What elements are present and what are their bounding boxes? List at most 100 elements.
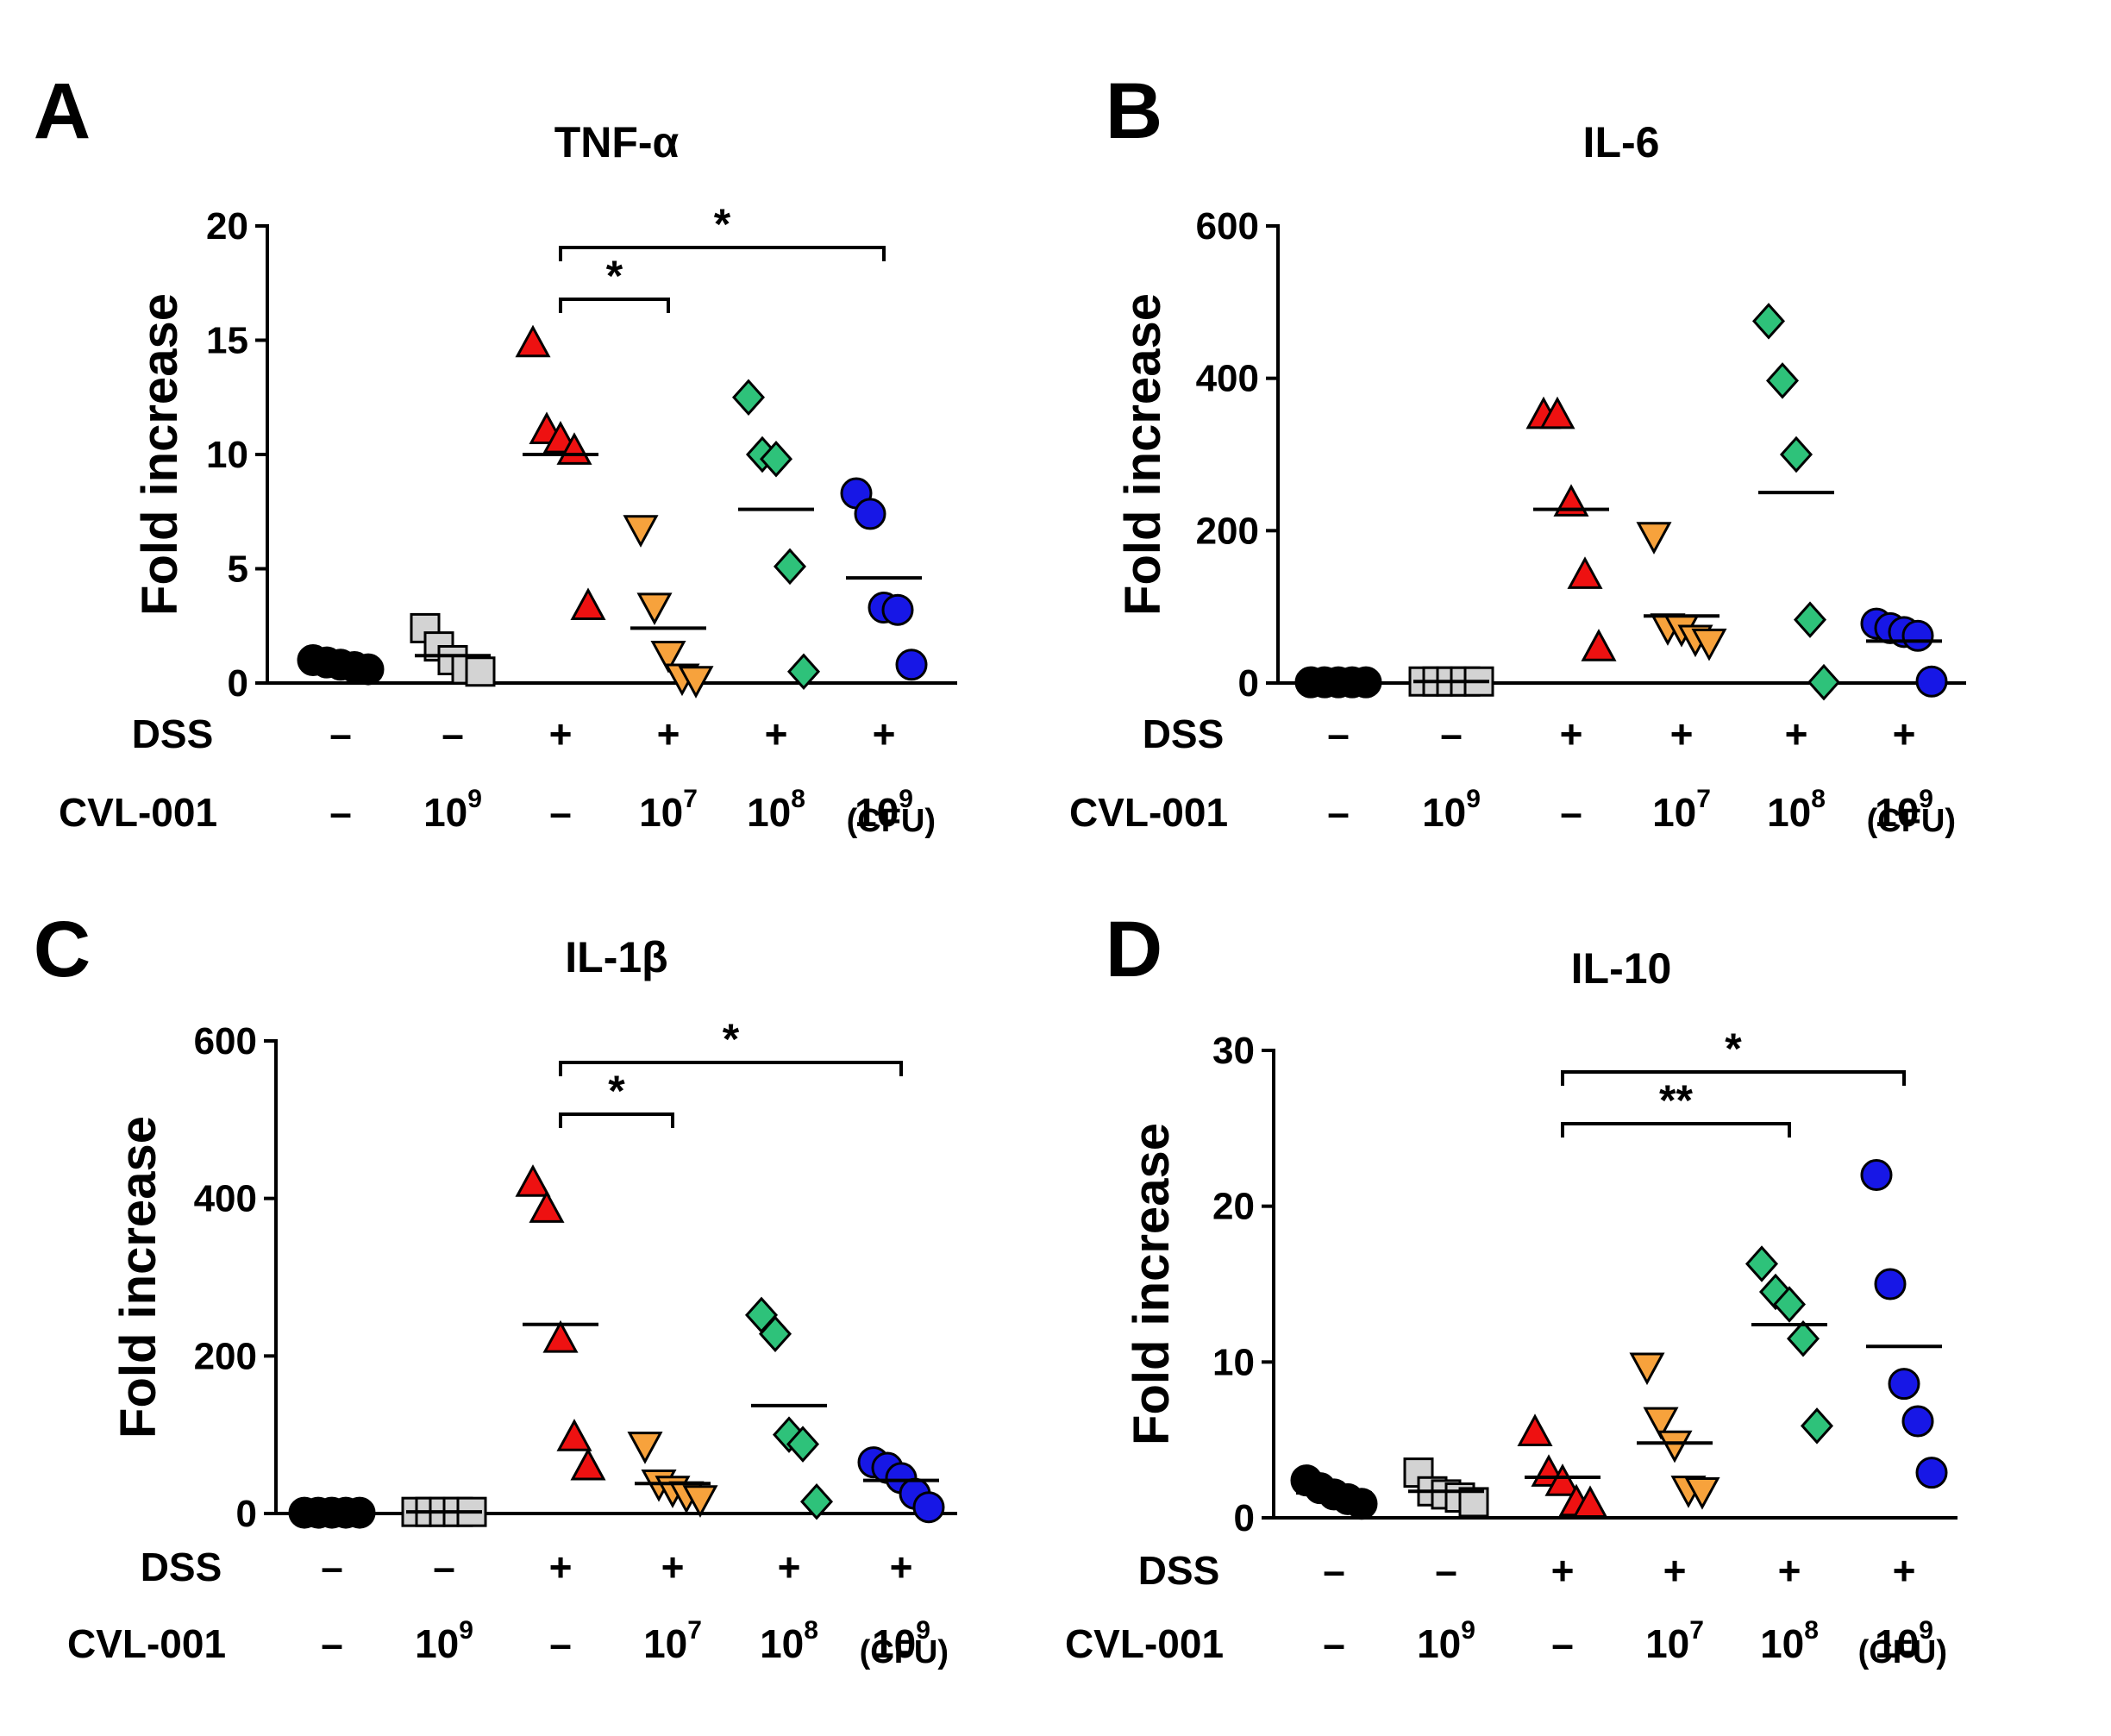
dss-row-label: DSS [141, 1545, 222, 1589]
cvl-group-label: 109 [872, 1616, 930, 1666]
y-tick-label: 0 [1238, 662, 1259, 705]
data-point [515, 324, 551, 358]
panel-letter: A [34, 67, 91, 155]
data-point [627, 1432, 663, 1464]
dss-group-label: + [765, 711, 788, 756]
y-tick-label: 0 [228, 662, 248, 705]
data-point [1915, 665, 1948, 698]
y-tick-label: 200 [194, 1335, 257, 1377]
cvl-group-label: 109 [1875, 1616, 1933, 1666]
significance-label: * [723, 1015, 740, 1063]
data-point [1581, 629, 1617, 661]
significance-bracket [559, 246, 886, 261]
y-tick-label: 15 [206, 320, 248, 362]
dss-group-label: + [1551, 1548, 1575, 1593]
cfu-unit-label: (CFU) [860, 1634, 949, 1670]
cvl-row-label: CVL-001 [59, 790, 217, 835]
dss-group-label: – [329, 711, 352, 756]
dss-group-label: + [1560, 711, 1583, 756]
data-point [682, 1485, 718, 1518]
y-tick-label: 0 [1234, 1497, 1255, 1539]
data-point [556, 1419, 592, 1451]
data-point [1517, 1413, 1553, 1446]
data-point [1874, 1268, 1907, 1300]
chart-title: IL-1β [565, 933, 667, 981]
dss-group-label: – [1323, 1548, 1345, 1593]
y-tick-label: 200 [1196, 510, 1259, 552]
y-tick-label: 0 [236, 1493, 257, 1535]
cvl-row-label: CVL-001 [1069, 790, 1228, 835]
chart-panel-c: C IL-1β 0 200 400 600 Fold increase * * DSS – – + + + +… [34, 906, 957, 1670]
cvl-group-label: 107 [643, 1616, 702, 1666]
dss-group-label: – [1440, 711, 1463, 756]
data-point [1636, 522, 1672, 555]
dss-group-label: – [1327, 711, 1350, 756]
data-point [542, 1319, 579, 1353]
significance-bracket [559, 298, 670, 313]
dss-group-label: + [873, 711, 896, 756]
chart-panel-b: B IL-6 0 200 400 600 Fold increase DSS – – + + + + CVL… [1069, 67, 1966, 839]
y-tick-label: 5 [228, 548, 248, 591]
data-point [465, 656, 496, 687]
y-axis-label: Fold increase [110, 1116, 166, 1438]
data-point [1751, 303, 1786, 340]
y-axis-label: Fold increase [132, 293, 188, 616]
data-point [529, 1190, 565, 1223]
significance-label: * [608, 1067, 625, 1115]
cvl-group-label: – [321, 1621, 343, 1666]
dss-row-label: DSS [1138, 1548, 1220, 1593]
data-point [1629, 1352, 1665, 1386]
panel-letter: C [34, 906, 91, 993]
data-point [515, 1164, 551, 1197]
y-tick-label: 10 [1212, 1341, 1255, 1383]
dss-group-label: – [321, 1545, 343, 1589]
cfu-unit-label: (CFU) [1858, 1634, 1947, 1670]
data-point [678, 666, 714, 699]
data-point [731, 379, 766, 416]
data-point [1800, 1407, 1834, 1445]
data-point [1915, 1457, 1948, 1489]
significance-bracket [559, 1112, 674, 1128]
y-tick-label: 20 [206, 205, 248, 248]
cvl-group-label: 108 [1760, 1616, 1819, 1666]
cvl-group-label: – [1327, 790, 1350, 835]
cfu-unit-label: (CFU) [1867, 803, 1956, 839]
significance-label: * [606, 252, 623, 300]
dss-group-label: + [1785, 711, 1808, 756]
data-point [352, 653, 385, 686]
panel-letter: D [1106, 906, 1162, 993]
cvl-group-label: – [549, 1621, 572, 1666]
chart-panel-a: A TNF-α 0 5 10 15 20 Fold increase * * DSS – – + + + + CV… [34, 67, 957, 839]
dss-group-label: + [549, 711, 573, 756]
data-point [854, 498, 886, 530]
cvl-group-label: 108 [1767, 785, 1826, 835]
data-point [1786, 1319, 1820, 1357]
panel-letter: B [1106, 67, 1162, 155]
cvl-group-label: – [1560, 790, 1582, 835]
significance-label: * [1725, 1025, 1742, 1073]
dss-group-label: + [1663, 1548, 1687, 1593]
cvl-group-label: 107 [639, 785, 698, 835]
data-point [1544, 1463, 1581, 1496]
significance-label: * [714, 200, 731, 248]
cvl-group-label: – [1551, 1621, 1574, 1666]
data-point [623, 515, 659, 548]
cvl-group-label: – [329, 790, 352, 835]
dss-row-label: DSS [1143, 711, 1225, 756]
data-point [786, 1426, 820, 1463]
data-point [1345, 1488, 1378, 1520]
y-axis-label: Fold increase [1124, 1123, 1180, 1445]
cvl-group-label: 107 [1652, 785, 1711, 835]
cvl-group-label: 107 [1645, 1616, 1704, 1666]
data-point [799, 1483, 834, 1520]
cvl-group-label: 109 [415, 1616, 473, 1666]
dss-row-label: DSS [132, 711, 214, 756]
data-point [1745, 1245, 1779, 1282]
data-point [895, 649, 928, 681]
dss-group-label: + [778, 1545, 801, 1589]
dss-group-label: + [549, 1545, 573, 1589]
data-point [1572, 1485, 1608, 1519]
cvl-group-label: – [1323, 1621, 1345, 1666]
